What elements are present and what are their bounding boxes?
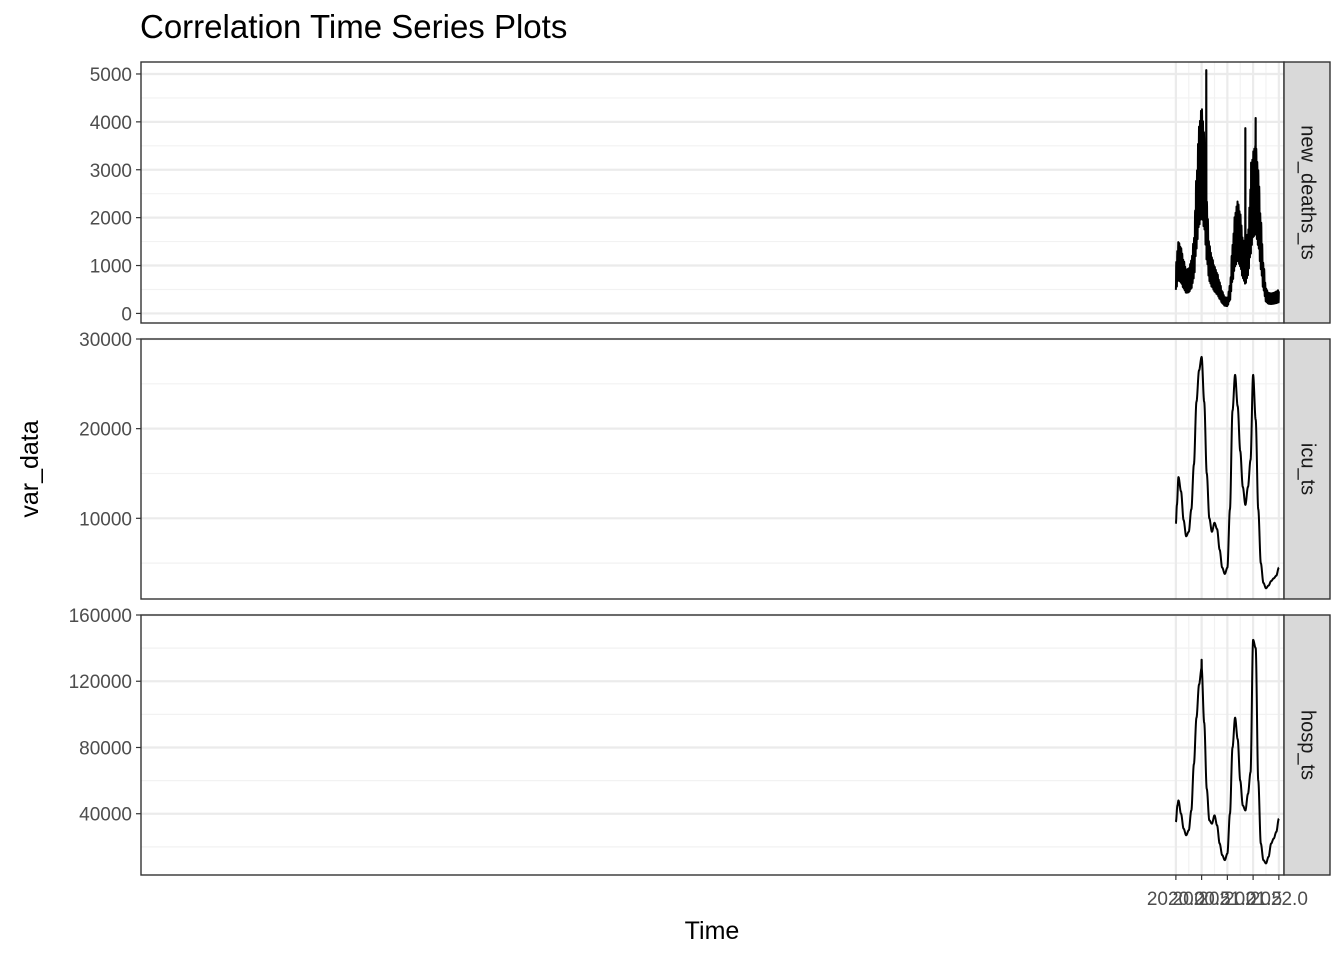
facet-label: hosp_ts xyxy=(1297,710,1319,780)
panel-icu_ts: 10000 20000 30000 icu_ts xyxy=(79,330,1331,600)
facet-strip xyxy=(1283,338,1331,600)
series-line-icu_ts xyxy=(1174,355,1280,590)
series-line-new_deaths_ts xyxy=(1174,69,1280,308)
y-tick-label: 4000 xyxy=(90,113,132,134)
facet-strip xyxy=(1283,61,1331,324)
x-tick-label: 2020.0 xyxy=(1147,889,1205,910)
y-tick-label: 160000 xyxy=(69,606,132,627)
y-tick-label: 0 xyxy=(121,304,132,325)
panel-new_deaths_ts: 0 1000 2000 3000 4000 5000 new_deaths_ts xyxy=(90,61,1331,325)
series-line-hosp_ts xyxy=(1174,638,1280,865)
y-tick-label: 5000 xyxy=(90,65,132,86)
facet-label: new_deaths_ts xyxy=(1297,125,1319,260)
panels: 0 1000 2000 3000 4000 5000 new_deaths_ts 10000 2… xyxy=(69,61,1331,876)
x-tick-label: 2020.5 xyxy=(1173,889,1231,910)
y-tick-label: 120000 xyxy=(69,672,132,693)
y-tick-label: 1000 xyxy=(90,257,132,278)
panel-background xyxy=(141,62,1284,323)
y-tick-label: 10000 xyxy=(79,509,132,530)
panel-hosp_ts: 40000 80000 120000 160000 hosp_ts xyxy=(69,606,1331,876)
x-tick-label: 2021.5 xyxy=(1224,889,1282,910)
x-tick-label: 2022.0 xyxy=(1250,889,1308,910)
y-tick-label: 40000 xyxy=(79,805,132,826)
x-tick-label: 2021.0 xyxy=(1198,889,1256,910)
x-axis-title: Time xyxy=(685,917,740,945)
y-tick-label: 3000 xyxy=(90,161,132,182)
chart-title: Correlation Time Series Plots xyxy=(140,8,567,45)
y-tick-label: 20000 xyxy=(79,420,132,441)
y-tick-label: 2000 xyxy=(90,209,132,230)
panel-background xyxy=(141,339,1284,599)
y-axis-title: var_data xyxy=(16,420,44,517)
y-tick-label: 30000 xyxy=(79,330,132,351)
facet-label: icu_ts xyxy=(1297,443,1319,495)
y-tick-label: 80000 xyxy=(79,738,132,759)
facet-strip xyxy=(1283,614,1331,876)
panel-background xyxy=(141,615,1284,875)
